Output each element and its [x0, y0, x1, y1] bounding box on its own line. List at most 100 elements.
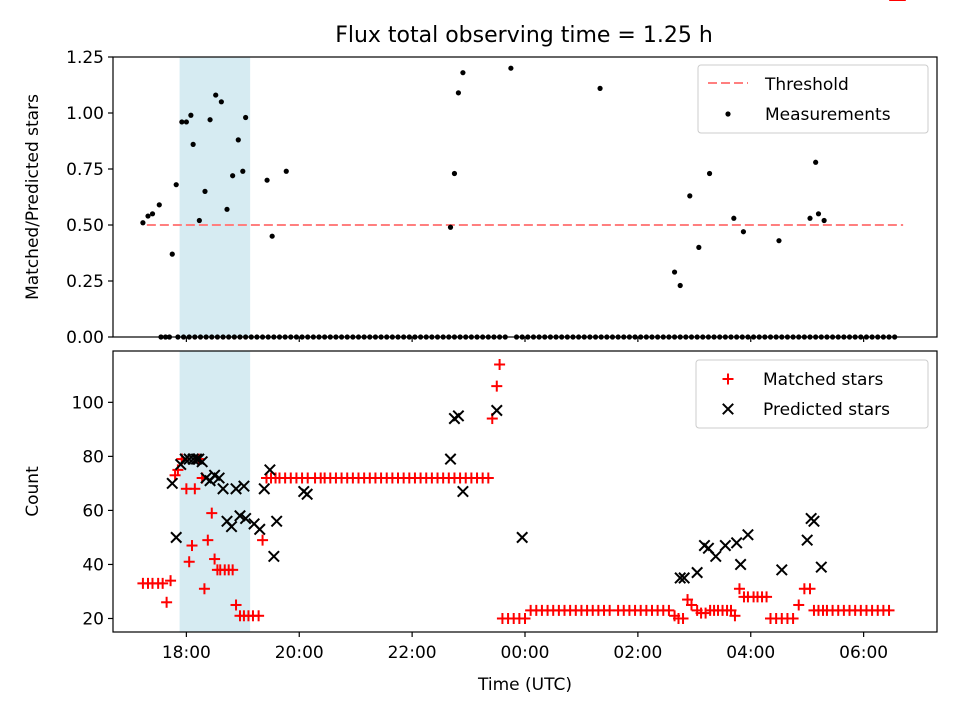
predicted-star-point — [166, 477, 179, 490]
cross-stroke — [709, 550, 722, 563]
cross-stroke — [234, 509, 246, 522]
matched-star-point — [257, 534, 269, 546]
top-legend: Threshold Measurements — [697, 64, 929, 134]
measurement-point — [455, 90, 462, 96]
predicted-star-point — [742, 528, 754, 541]
predicted-star-point — [490, 404, 503, 417]
matched-star-point — [663, 604, 675, 616]
measurement-point — [447, 224, 454, 230]
measurement-point — [706, 170, 713, 177]
measurement-point — [597, 85, 603, 91]
measurement-point — [202, 188, 208, 194]
x-tick-label: 04:00 — [726, 643, 775, 663]
matched-star-point — [227, 564, 239, 576]
predicted-star-point — [734, 558, 747, 571]
matched-star-point — [491, 380, 503, 392]
predicted-star-point — [678, 572, 691, 584]
predicted-star-point — [230, 482, 242, 495]
x-tick-label: 20:00 — [275, 643, 324, 663]
legend-plus-marker — [722, 373, 734, 385]
predicted-star-point — [457, 485, 469, 498]
predicted-star-point — [170, 531, 183, 544]
y-tick-label: 0.75 — [66, 160, 104, 180]
cross-stroke — [719, 539, 732, 552]
matched-star-point — [729, 610, 741, 622]
measurement-point — [508, 65, 514, 71]
cross-stroke — [230, 482, 242, 495]
predicted-star-point — [225, 520, 238, 533]
predicted-star-point — [213, 472, 226, 484]
bottom-panel: 20 40 60 80 100 18:00 20:00 22:00 00:00 02:00 04:… — [23, 0, 938, 695]
predicted-star-point — [691, 566, 704, 579]
cross-stroke — [170, 531, 183, 544]
predicted-star-point — [444, 453, 457, 465]
cross-stroke — [196, 455, 209, 468]
x-axis-label: Time (UTC) — [477, 675, 572, 695]
measurement-point — [813, 159, 819, 165]
cross-stroke — [742, 528, 754, 541]
measurement-point — [696, 244, 702, 250]
measurement-point — [740, 229, 747, 235]
cross-stroke — [516, 531, 529, 544]
cross-stroke — [691, 566, 704, 579]
measurement-point — [188, 112, 194, 118]
predicted-star-point — [730, 536, 743, 549]
measurement-point — [264, 177, 270, 183]
bottom-y-axis: 20 40 60 80 100 — [72, 393, 113, 629]
predicted-star-point — [808, 515, 820, 528]
matched-star-point — [494, 359, 506, 371]
measurement-point — [230, 173, 236, 179]
measurement-point — [240, 168, 246, 174]
predicted-star-point — [217, 482, 229, 495]
cross-stroke — [730, 536, 743, 549]
matched-star-point — [209, 553, 221, 565]
predicted-star-point — [238, 480, 250, 493]
matched-star-point — [186, 540, 198, 552]
cross-stroke — [301, 488, 314, 501]
measurement-point — [183, 119, 189, 125]
predicted-star-point — [258, 482, 271, 495]
legend-measurements-label: Measurements — [765, 105, 891, 125]
cross-stroke — [775, 563, 788, 576]
predicted-star-point — [709, 550, 722, 563]
measurement-point — [460, 70, 466, 76]
cross-stroke — [678, 572, 691, 584]
y-tick-label: 40 — [82, 555, 104, 575]
cross-stroke — [239, 512, 252, 525]
predicted-star-point — [815, 561, 828, 574]
cross-stroke — [270, 515, 283, 528]
matched-star-point — [761, 591, 773, 603]
cross-stroke — [267, 550, 280, 563]
legend-threshold-label: Threshold — [764, 75, 849, 95]
measurement-point — [451, 170, 458, 177]
matched-star-point — [230, 599, 242, 611]
measurement-point — [196, 217, 202, 224]
measurement-point — [283, 168, 289, 174]
top-y-axis-label: Matched/Predicted stars — [23, 94, 43, 300]
cross-stroke — [722, 403, 734, 415]
top-legend-box — [697, 64, 929, 134]
x-tick-label: 06:00 — [839, 643, 888, 663]
cross-stroke — [702, 542, 715, 555]
predicted-star-point — [516, 531, 529, 544]
predicted-star-point — [674, 572, 687, 584]
cross-stroke — [208, 469, 221, 482]
legend-predicted-swatch — [722, 403, 734, 415]
y-tick-label: 0.25 — [66, 272, 104, 292]
cross-stroke — [674, 572, 687, 584]
measurement-point — [821, 217, 827, 224]
measurement-point — [671, 269, 678, 275]
bottom-legend: Matched stars Predicted stars — [695, 359, 929, 429]
measurement-point — [213, 92, 219, 98]
y-tick-label: 100 — [72, 393, 104, 413]
y-tick-label: 60 — [82, 501, 104, 521]
predicted-star-point — [775, 563, 788, 576]
predicted-star-point — [267, 550, 280, 563]
matched-star-point — [787, 612, 799, 624]
bottom-x-axis: 18:00 20:00 22:00 00:00 02:00 04:00 06:00 — [162, 632, 888, 663]
matched-star-point — [804, 583, 816, 595]
predicted-star-point — [253, 523, 266, 536]
chart-title: Flux total observing time = 1.25 h — [335, 23, 713, 48]
y-tick-label: 0.00 — [66, 328, 104, 348]
